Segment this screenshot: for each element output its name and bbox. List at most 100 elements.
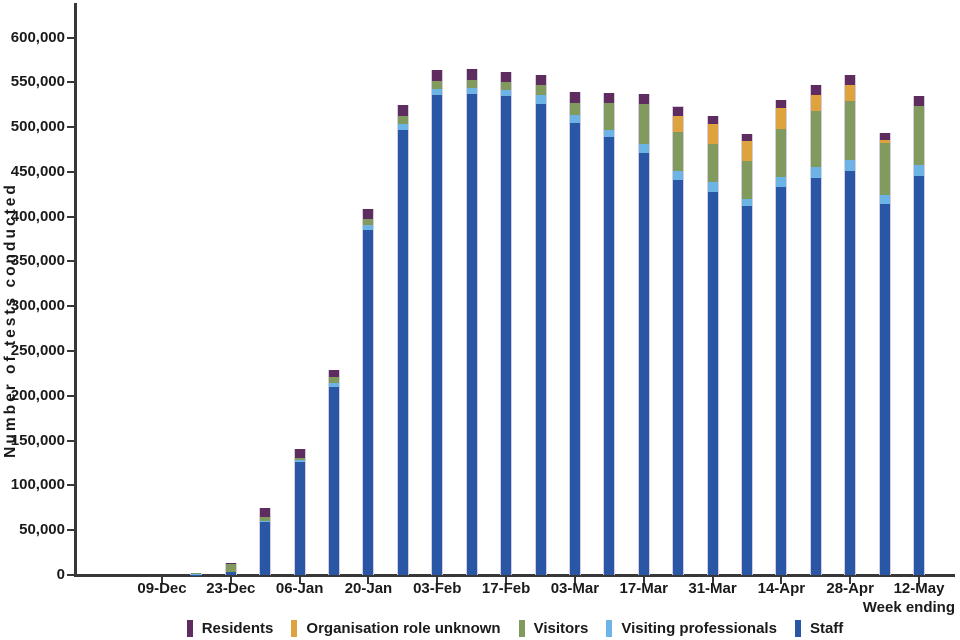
bar-12-may (913, 95, 926, 575)
y-tick-label: 150,000 (10, 431, 65, 449)
x-tick-label: 17-Feb (481, 580, 531, 597)
bar-31-mar (706, 116, 719, 575)
bar-segment-visitors (363, 219, 374, 226)
x-tick-label: 12-May (893, 580, 945, 597)
bar-segment-residents (397, 104, 408, 116)
bar-segment-staff (501, 96, 512, 575)
bar-segment-visiting-professionals (810, 166, 821, 178)
bar-05-may (878, 133, 891, 575)
y-tick (67, 170, 75, 173)
bar-segment-residents (432, 70, 443, 81)
bar-segment-visiting-professionals (776, 177, 787, 188)
bar-segment-visitors (466, 79, 477, 89)
bar-segment-residents (569, 92, 580, 104)
bar-segment-staff (810, 177, 821, 575)
x-tick (849, 576, 852, 584)
y-tick-label: 100,000 (10, 476, 65, 494)
bar-segment-residents (294, 449, 305, 458)
bar-segment-visiting-professionals (535, 95, 546, 104)
bar-20-jan (362, 208, 375, 575)
legend-marker-organisation-role-unknown (291, 619, 298, 637)
bar-segment-staff (604, 136, 615, 575)
y-tick-label: 600,000 (10, 28, 65, 46)
bar-segment-residents (879, 133, 890, 141)
bar-segment-residents (845, 74, 856, 86)
bar-segment-residents (707, 116, 718, 124)
y-tick (67, 484, 75, 487)
bar-segment-visitors (569, 103, 580, 116)
legend-item-staff: Staff (794, 619, 843, 637)
bar-segment-residents (466, 68, 477, 80)
bar-segment-organisation-role-unknown (707, 123, 718, 144)
bar-03-mar (568, 92, 581, 575)
bar-segment-organisation-role-unknown (845, 85, 856, 101)
y-tick-label: 450,000 (10, 162, 65, 180)
y-tick (67, 350, 75, 353)
bar-segment-visiting-professionals (397, 124, 408, 130)
bar-segment-visitors (638, 103, 649, 144)
x-tick-label: 03-Feb (413, 580, 462, 597)
legend-marker-staff (794, 619, 801, 637)
bar-segment-visitors (501, 82, 512, 91)
x-axis-title: Week ending (862, 599, 955, 616)
bar-segment-residents (329, 370, 340, 378)
x-tick-label: 06-Jan (275, 580, 324, 597)
bar-10-mar (603, 93, 616, 575)
y-tick-label: 50,000 (19, 521, 65, 539)
bar-24-mar (672, 106, 685, 575)
x-tick-label: 23-Dec (206, 580, 256, 597)
bar-segment-visiting-professionals (569, 115, 580, 124)
bar-17-mar (637, 93, 650, 575)
bar-segment-residents (810, 85, 821, 96)
bar-10-feb (465, 68, 478, 575)
bar-segment-residents (363, 208, 374, 220)
legend-item-residents: Residents (186, 619, 274, 637)
x-tick (436, 576, 439, 584)
bar-segment-visiting-professionals (879, 194, 890, 204)
legend-marker-residents (186, 619, 193, 637)
bar-segment-staff (707, 192, 718, 575)
y-tick (67, 81, 75, 84)
bar-segment-staff (914, 176, 925, 575)
bar-segment-organisation-role-unknown (879, 140, 890, 144)
x-tick-label: 31-Mar (688, 580, 737, 597)
legend-marker-visitors (518, 619, 525, 637)
y-tick-label: 200,000 (10, 386, 65, 404)
bar-segment-residents (673, 106, 684, 116)
bar-segment-staff (845, 170, 856, 575)
bar-segment-staff (638, 153, 649, 575)
bar-segment-staff (432, 94, 443, 575)
bar-segment-visiting-professionals (914, 165, 925, 177)
bar-segment-staff (260, 521, 271, 575)
y-tick-label: 550,000 (10, 73, 65, 91)
bar-segment-visiting-professionals (432, 89, 443, 95)
x-tick-label: 17-Mar (619, 580, 668, 597)
legend-marker-visiting-professionals (606, 619, 613, 637)
bar-07-apr (740, 133, 753, 575)
y-tick (67, 36, 75, 39)
bar-segment-organisation-role-unknown (810, 95, 821, 112)
bar-segment-residents (638, 93, 649, 104)
legend: Residents Organisation role unknown Visito… (75, 617, 955, 639)
y-tick (67, 126, 75, 129)
bar-segment-visitors (294, 457, 305, 461)
x-tick (367, 576, 370, 584)
bar-segment-staff (673, 180, 684, 575)
bar-segment-visiting-professionals (329, 382, 340, 388)
bar-segment-visitors (741, 160, 752, 199)
y-tick (67, 529, 75, 532)
bar-segment-staff (776, 187, 787, 575)
bar-segment-visitors (260, 517, 271, 522)
bar-segment-residents (535, 74, 546, 86)
bar-segment-visitors (914, 105, 925, 166)
bar-23-dec (224, 562, 237, 575)
bar-segment-residents (914, 95, 925, 106)
legend-label: Residents (201, 619, 274, 637)
bar-segment-visitors (776, 128, 787, 178)
x-axis-line (74, 574, 955, 577)
bar-24-feb (534, 74, 547, 575)
bar-21-apr (809, 85, 822, 575)
bar-segment-organisation-role-unknown (741, 140, 752, 161)
bar-segment-visiting-professionals (363, 225, 374, 230)
y-tick (67, 439, 75, 442)
